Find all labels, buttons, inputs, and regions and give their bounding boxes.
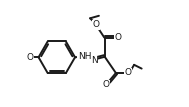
- Text: O: O: [26, 53, 33, 62]
- Text: NH: NH: [78, 51, 91, 61]
- Text: O: O: [125, 68, 132, 77]
- Text: O: O: [102, 80, 109, 89]
- Text: O: O: [92, 20, 100, 29]
- Text: O: O: [114, 33, 121, 42]
- Text: N: N: [91, 56, 98, 65]
